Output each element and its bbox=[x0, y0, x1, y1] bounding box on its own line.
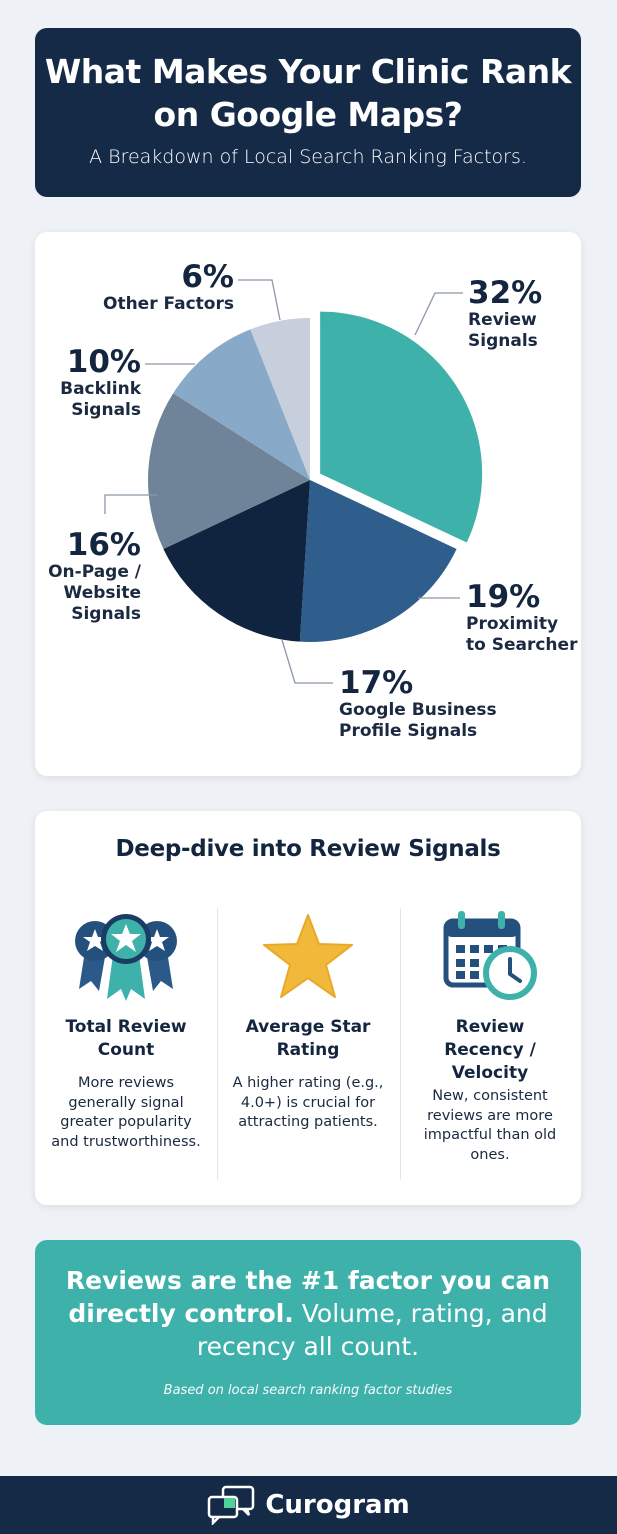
name-label: Proximity to Searcher bbox=[466, 614, 578, 655]
pie-slice-review-signals bbox=[320, 311, 483, 543]
value-label: 16% bbox=[66, 527, 141, 563]
pie-chart bbox=[104, 279, 483, 684]
cta-message: Reviews are the #1 factor you can direct… bbox=[35, 1240, 581, 1363]
name-label: Backlink Signals bbox=[60, 379, 141, 420]
item-description: More reviews generally signal greater po… bbox=[51, 1075, 201, 1150]
cta-banner: Reviews are the #1 factor you can direct… bbox=[35, 1240, 581, 1425]
value-label: 10% bbox=[66, 344, 141, 380]
page-title: What Makes Your Clinic Rank on Google Ma… bbox=[44, 52, 572, 134]
pie-slice-on-page-website-signals bbox=[147, 393, 310, 549]
name-label: Review Signals bbox=[468, 310, 538, 351]
value-label: 6% bbox=[181, 259, 234, 295]
value-label: 32% bbox=[468, 275, 543, 311]
review-item-recency: Review Recency / Velocity New, consisten… bbox=[399, 906, 581, 1165]
label-backlink: 10% Backlink Signals bbox=[51, 345, 141, 421]
award-ribbons-icon bbox=[35, 906, 217, 1006]
item-description: New, consistent reviews are more impactf… bbox=[423, 1088, 557, 1163]
cta-rest-text: Volume, rating, and recency all count. bbox=[196, 1299, 548, 1361]
review-signals-card: Deep-dive into Review Signals Total Revi… bbox=[35, 811, 581, 1205]
divider bbox=[400, 908, 401, 1180]
value-label: 19% bbox=[466, 579, 541, 615]
leader-line-gbp bbox=[281, 639, 333, 684]
star-icon bbox=[217, 906, 399, 1006]
item-title: Average Star Rating bbox=[245, 1017, 371, 1060]
section-title: Deep-dive into Review Signals bbox=[115, 836, 501, 862]
name-label: Other Factors bbox=[103, 294, 234, 314]
label-gbp: 17% Google Business Profile Signals bbox=[339, 666, 499, 742]
pie-slice-proximity-to-searcher bbox=[299, 480, 457, 642]
page-subtitle: A Breakdown of Local Search Ranking Fact… bbox=[89, 146, 527, 168]
leader-line-review bbox=[414, 292, 463, 336]
item-title: Review Recency / Velocity bbox=[444, 1017, 536, 1083]
name-label: Google Business Profile Signals bbox=[339, 700, 497, 741]
pie-slice-other-factors bbox=[250, 318, 310, 480]
label-review: 32% Review Signals bbox=[468, 276, 568, 352]
leader-line-onpage bbox=[104, 494, 157, 514]
chat-bubbles-icon bbox=[208, 1485, 255, 1525]
name-label: On-Page / Website Signals bbox=[48, 562, 141, 624]
leader-line-other bbox=[238, 279, 281, 321]
pie-slice-google-business-profile-signals bbox=[163, 480, 310, 642]
item-description: A higher rating (e.g., 4.0+) is crucial … bbox=[232, 1075, 384, 1130]
pie-chart-card: 6% Other Factors 32% Review Signals 10% … bbox=[35, 232, 581, 776]
value-label: 17% bbox=[339, 665, 414, 701]
calendar-clock-icon bbox=[399, 906, 581, 1006]
brand-name: Curogram bbox=[265, 1490, 410, 1520]
label-proximity: 19% Proximity to Searcher bbox=[466, 580, 581, 656]
pie-slice-backlink-signals bbox=[173, 329, 310, 480]
review-item-count: Total Review Count More reviews generall… bbox=[35, 906, 217, 1152]
review-item-rating: Average Star Rating A higher rating (e.g… bbox=[217, 906, 399, 1133]
cta-bold-text: Reviews are the #1 factor you can direct… bbox=[65, 1266, 551, 1328]
divider bbox=[217, 908, 218, 1180]
cta-footnote: Based on local search ranking factor stu… bbox=[163, 1383, 453, 1398]
item-title: Total Review Count bbox=[65, 1017, 187, 1060]
footer: Curogram bbox=[0, 1476, 617, 1534]
header-banner: What Makes Your Clinic Rank on Google Ma… bbox=[35, 28, 581, 197]
label-other: 6% Other Factors bbox=[103, 260, 234, 315]
label-onpage: 16% On-Page / Website Signals bbox=[41, 528, 141, 625]
